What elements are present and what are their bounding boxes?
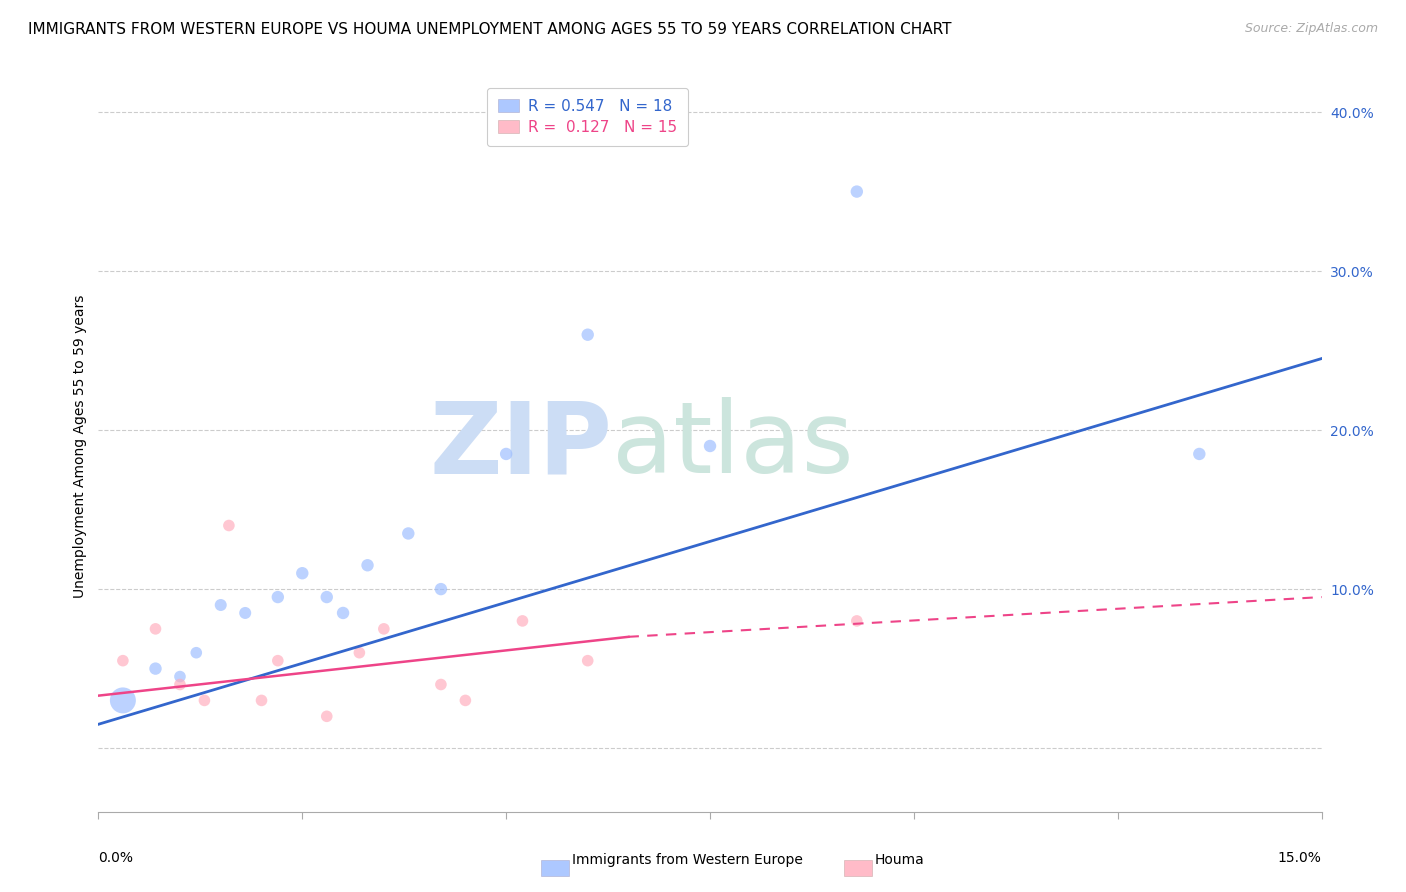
Text: IMMIGRANTS FROM WESTERN EUROPE VS HOUMA UNEMPLOYMENT AMONG AGES 55 TO 59 YEARS C: IMMIGRANTS FROM WESTERN EUROPE VS HOUMA …	[28, 22, 952, 37]
Text: Houma: Houma	[875, 853, 924, 867]
Text: Source: ZipAtlas.com: Source: ZipAtlas.com	[1244, 22, 1378, 36]
Point	[356, 558, 378, 573]
Point	[512, 614, 534, 628]
Point	[250, 693, 273, 707]
Text: 0.0%: 0.0%	[98, 852, 134, 865]
Text: Immigrants from Western Europe: Immigrants from Western Europe	[572, 853, 803, 867]
Point	[845, 185, 868, 199]
Point	[454, 693, 477, 707]
Point	[233, 606, 256, 620]
Text: atlas: atlas	[612, 398, 853, 494]
Y-axis label: Unemployment Among Ages 55 to 59 years: Unemployment Among Ages 55 to 59 years	[73, 294, 87, 598]
Text: 15.0%: 15.0%	[1278, 852, 1322, 865]
Point	[495, 447, 517, 461]
Point	[576, 654, 599, 668]
Point	[373, 622, 395, 636]
Point	[267, 590, 290, 604]
Point	[111, 654, 134, 668]
Point	[349, 646, 371, 660]
Point	[845, 614, 868, 628]
Point	[396, 526, 419, 541]
Point	[315, 709, 337, 723]
Point	[209, 598, 232, 612]
Point	[576, 327, 599, 342]
Point	[186, 646, 208, 660]
Point	[315, 590, 337, 604]
Point	[430, 677, 453, 691]
Point	[111, 693, 134, 707]
Point	[699, 439, 721, 453]
Point	[332, 606, 354, 620]
Point	[145, 662, 167, 676]
Point	[193, 693, 215, 707]
Point	[145, 622, 167, 636]
Point	[218, 518, 240, 533]
Legend: R = 0.547   N = 18, R =  0.127   N = 15: R = 0.547 N = 18, R = 0.127 N = 15	[486, 88, 689, 145]
Point	[169, 669, 191, 683]
Point	[291, 566, 314, 581]
Point	[430, 582, 453, 596]
Point	[267, 654, 290, 668]
Text: ZIP: ZIP	[429, 398, 612, 494]
Point	[1188, 447, 1211, 461]
Point	[169, 677, 191, 691]
